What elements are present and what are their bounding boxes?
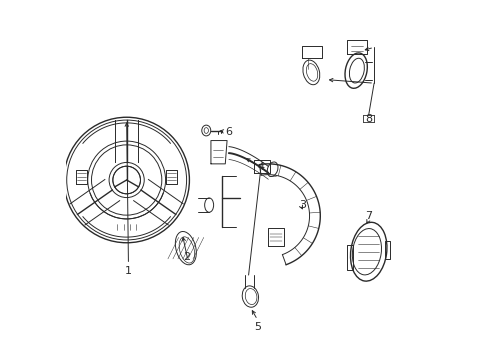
Text: 4: 4	[258, 162, 265, 172]
Text: 5: 5	[254, 322, 261, 332]
Text: 7: 7	[365, 211, 372, 221]
Text: 1: 1	[125, 266, 132, 276]
Text: 2: 2	[183, 252, 191, 262]
Text: 3: 3	[299, 200, 306, 210]
Text: 8: 8	[365, 114, 372, 124]
Text: 6: 6	[225, 127, 232, 136]
